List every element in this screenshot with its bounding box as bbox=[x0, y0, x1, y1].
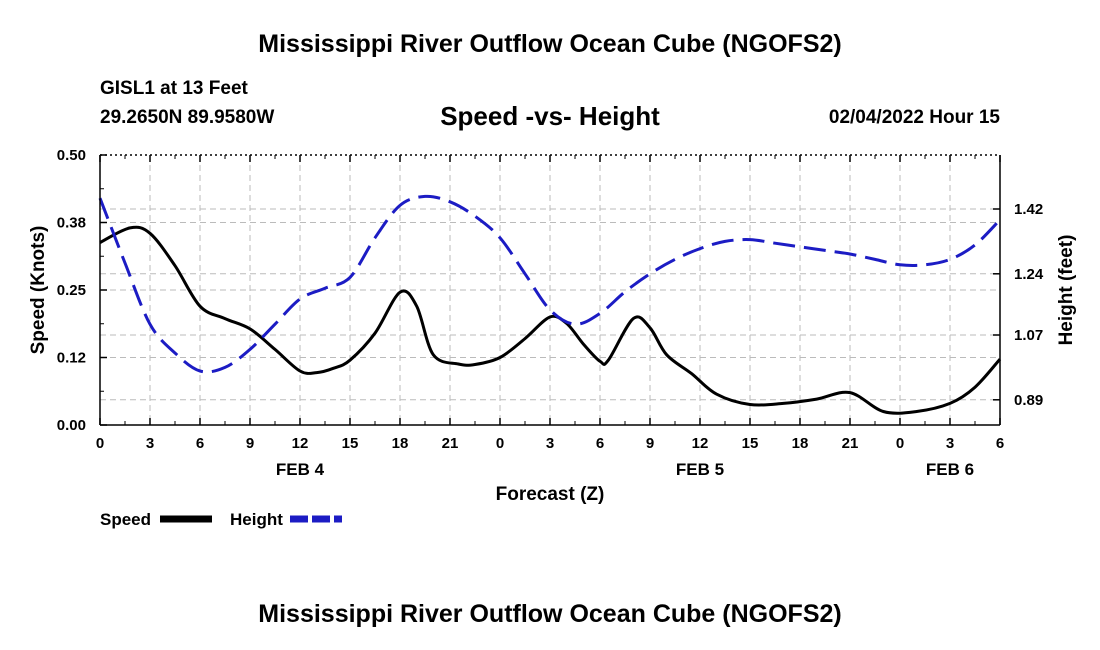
x-tick-label: 15 bbox=[342, 435, 359, 452]
y-left-tick-label: 0.38 bbox=[57, 215, 86, 232]
x-tick-label: 12 bbox=[292, 435, 309, 452]
series-line-height bbox=[98, 194, 1002, 374]
chart-subtitle: Speed -vs- Height bbox=[440, 101, 660, 131]
repeated-chart-title: Mississippi River Outflow Ocean Cube (NG… bbox=[258, 600, 842, 628]
y-right-tick-label: 1.07 bbox=[1014, 327, 1043, 344]
y-right-tick-label: 1.42 bbox=[1014, 201, 1043, 218]
x-tick-label: 21 bbox=[842, 435, 859, 452]
x-day-label: FEB 5 bbox=[676, 460, 724, 479]
chart-labels: 0 3 6 9 12 15 18 21 0 3 6 9 12 15 18 21 0 3 6 FEB 4 FEB 5 FEB… bbox=[28, 147, 1077, 505]
legend-label-speed: Speed bbox=[100, 510, 151, 529]
y-right-axis-title: Height (feet) bbox=[1056, 235, 1077, 346]
x-tick-label: 6 bbox=[596, 435, 604, 452]
x-tick-label: 6 bbox=[996, 435, 1004, 452]
y-left-tick-label: 0.12 bbox=[57, 350, 86, 367]
x-tick-label: 18 bbox=[392, 435, 409, 452]
x-tick-label: 6 bbox=[196, 435, 204, 452]
chart-legend: Speed Height bbox=[100, 510, 342, 529]
x-tick-label: 3 bbox=[146, 435, 154, 452]
chart-main-title: Mississippi River Outflow Ocean Cube (NG… bbox=[258, 30, 842, 58]
series-line-speed bbox=[99, 225, 1002, 415]
y-left-tick-label: 0.25 bbox=[57, 282, 86, 299]
x-tick-label: 0 bbox=[96, 435, 104, 452]
station-label: GISL1 at 13 Feet bbox=[100, 78, 248, 99]
x-day-label: FEB 6 bbox=[926, 460, 974, 479]
y-left-tick-label: 0.50 bbox=[57, 147, 86, 164]
x-tick-label: 9 bbox=[646, 435, 654, 452]
y-left-tick-label: 0.00 bbox=[57, 417, 86, 434]
x-tick-label: 21 bbox=[442, 435, 459, 452]
legend-label-height: Height bbox=[230, 510, 283, 529]
station-coordinates: 29.2650N 89.9580W bbox=[100, 107, 275, 128]
y-right-tick-label: 1.24 bbox=[1014, 266, 1044, 283]
y-left-axis-title: Speed (Knots) bbox=[28, 226, 49, 355]
chart-grid bbox=[100, 155, 1000, 425]
chart-series bbox=[98, 194, 1002, 415]
x-tick-label: 0 bbox=[896, 435, 904, 452]
forecast-date: 02/04/2022 Hour 15 bbox=[828, 107, 1000, 128]
chart-axes bbox=[99, 154, 1001, 426]
x-tick-label: 3 bbox=[946, 435, 954, 452]
x-axis-title: Forecast (Z) bbox=[496, 484, 605, 505]
x-day-label: FEB 4 bbox=[276, 460, 325, 479]
x-tick-label: 18 bbox=[792, 435, 809, 452]
x-tick-label: 15 bbox=[742, 435, 759, 452]
x-tick-label: 0 bbox=[496, 435, 504, 452]
x-tick-label: 9 bbox=[246, 435, 254, 452]
x-tick-label: 12 bbox=[692, 435, 709, 452]
y-right-tick-label: 0.89 bbox=[1014, 392, 1043, 409]
x-tick-label: 3 bbox=[546, 435, 554, 452]
